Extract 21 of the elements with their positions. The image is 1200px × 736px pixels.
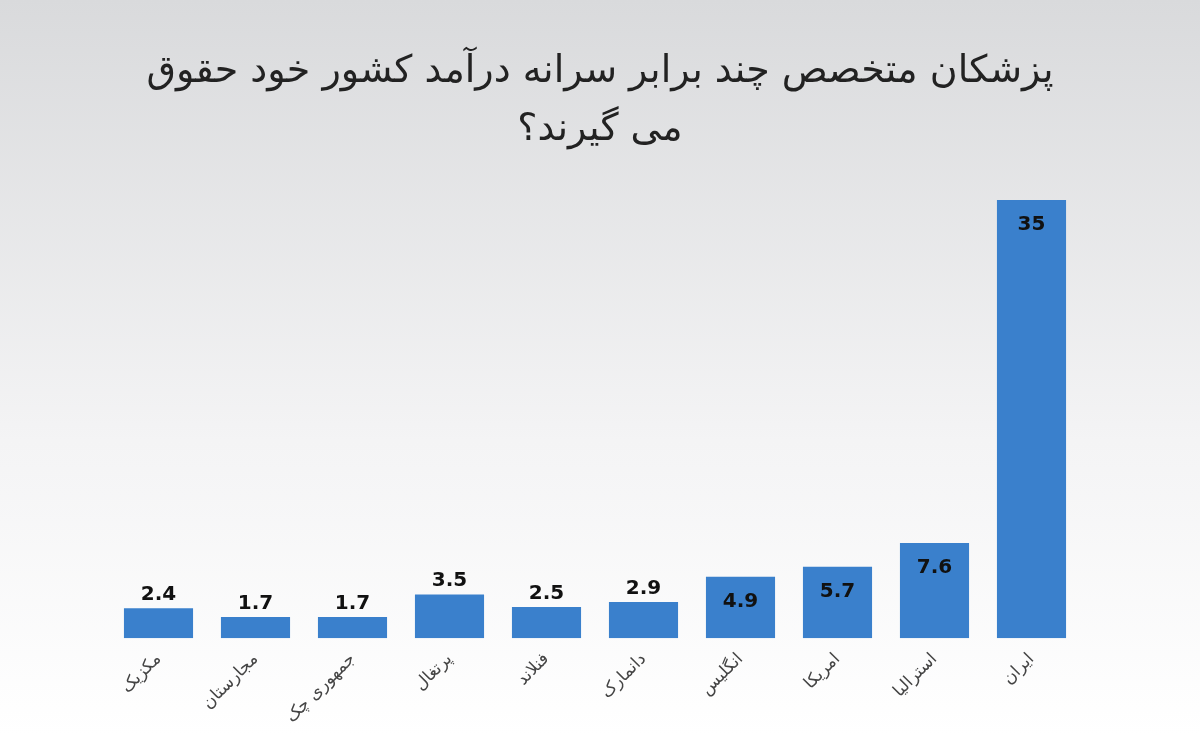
data-label: 7.6 bbox=[916, 554, 953, 579]
data-label: 1.7 bbox=[334, 589, 371, 614]
x-tick-label: مجارستان bbox=[197, 648, 262, 713]
x-tick-label: فنلاند bbox=[512, 648, 553, 689]
x-tick-label: انگلیس bbox=[696, 648, 747, 699]
x-tick-label: استرالیا bbox=[888, 648, 941, 701]
data-label: 4.9 bbox=[722, 587, 759, 612]
data-label: 2.4 bbox=[140, 581, 177, 606]
x-tick-label: ایران bbox=[997, 648, 1038, 688]
chart-title: پزشکان متخصص چند برابر سرانه درآمد کشور خود حقوق می گیرند؟ bbox=[145, 45, 1055, 152]
data-label: 5.7 bbox=[819, 577, 856, 602]
data-label: 1.7 bbox=[237, 589, 274, 614]
x-tick-label: دانمارک bbox=[596, 648, 650, 702]
x-tick-label: مکزیک bbox=[116, 648, 165, 697]
x-tick-label: جمهوری چک bbox=[280, 648, 360, 727]
data-label: 2.9 bbox=[625, 574, 662, 599]
data-label: 35 bbox=[1017, 211, 1046, 235]
data-label: 3.5 bbox=[431, 567, 468, 592]
x-tick-label: پرتغال bbox=[409, 648, 457, 695]
data-label: 2.5 bbox=[528, 579, 565, 604]
x-tick-label: امریکا bbox=[799, 648, 844, 693]
